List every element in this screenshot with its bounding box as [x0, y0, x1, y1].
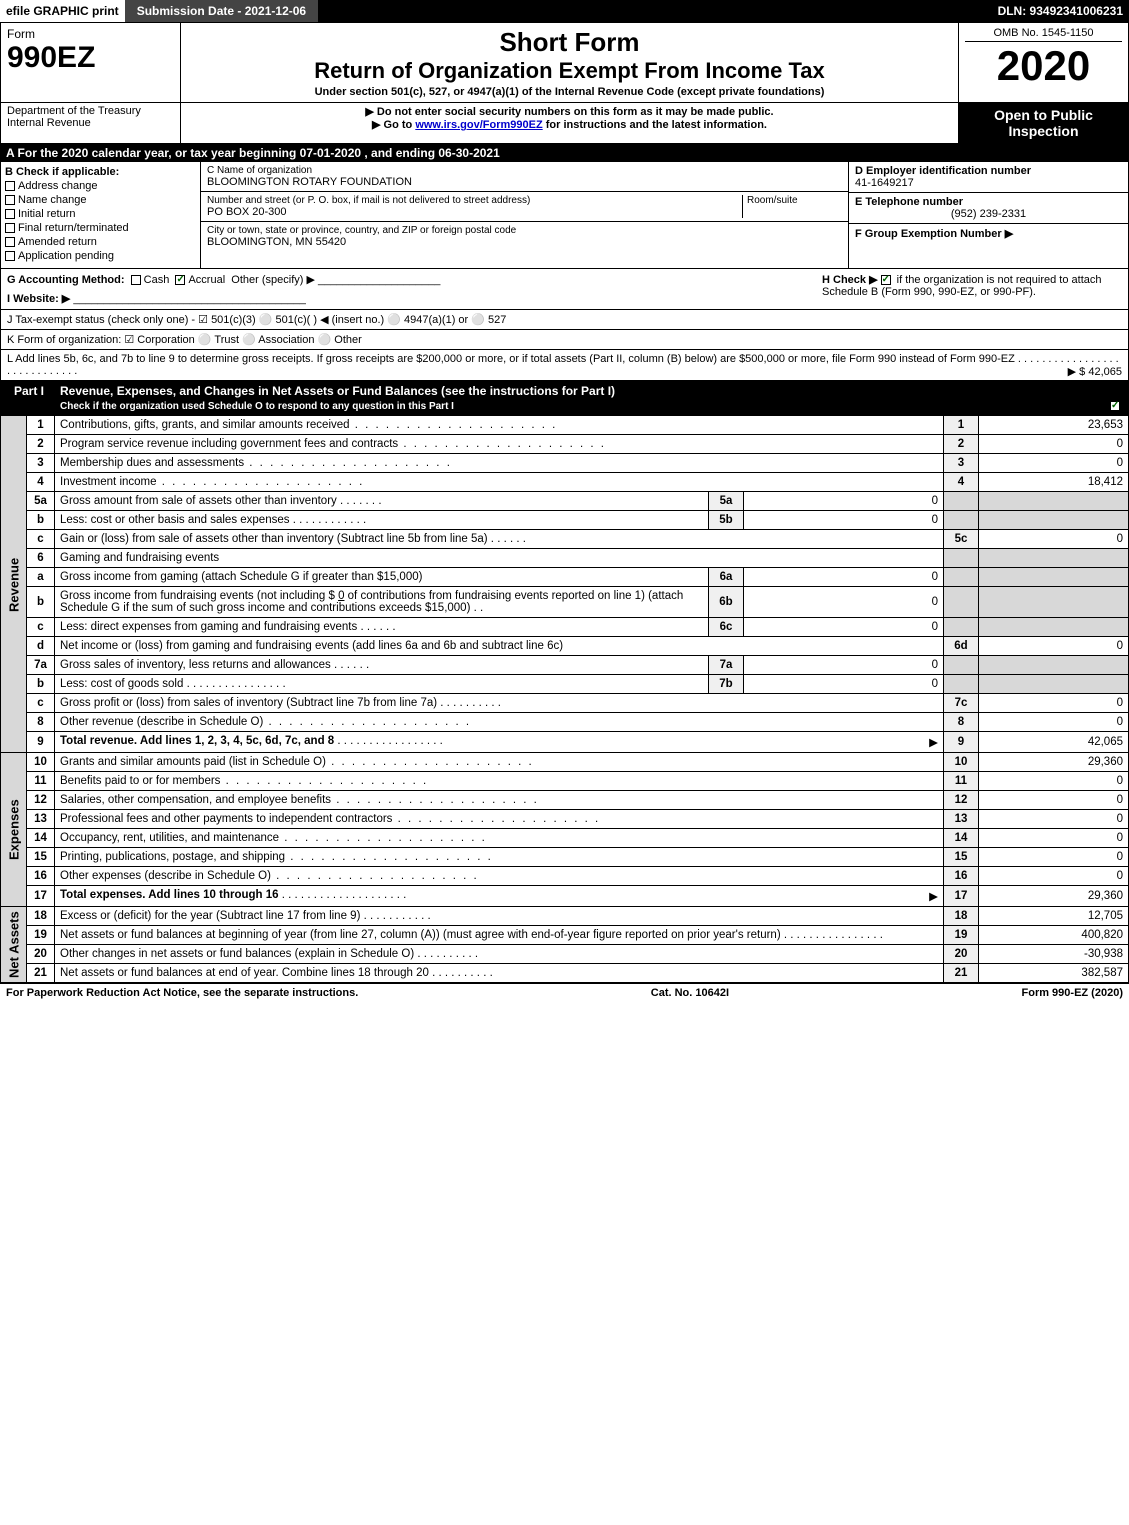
- val-8: 0: [979, 713, 1129, 732]
- section-gh: G Accounting Method: Cash Accrual Other …: [0, 269, 1129, 310]
- val-5c: 0: [979, 530, 1129, 549]
- revenue-side-label: Revenue: [1, 416, 27, 753]
- irs-label: Internal Revenue: [7, 117, 174, 129]
- d-ein-label: D Employer identification number: [855, 165, 1122, 177]
- form-header-2: Department of the Treasury Internal Reve…: [0, 103, 1129, 144]
- checkbox-amended-return[interactable]: [5, 237, 15, 247]
- val-11: 0: [979, 772, 1129, 791]
- checkbox-name-change[interactable]: [5, 195, 15, 205]
- b-title: B Check if applicable:: [5, 166, 196, 178]
- val-21: 382,587: [979, 964, 1129, 983]
- top-bar: efile GRAPHIC print Submission Date - 20…: [0, 0, 1129, 22]
- org-street: PO BOX 20-300: [207, 206, 742, 218]
- part1-table: Revenue 1 Contributions, gifts, grants, …: [0, 415, 1129, 983]
- footer-left: For Paperwork Reduction Act Notice, see …: [6, 987, 358, 999]
- omb-number: OMB No. 1545-1150: [965, 27, 1122, 42]
- f-group-label: F Group Exemption Number ▶: [855, 227, 1122, 240]
- efile-print-button[interactable]: efile GRAPHIC print: [0, 0, 125, 22]
- form-header: Form 990EZ Short Form Return of Organiza…: [0, 22, 1129, 103]
- no-ssn-notice: ▶ Do not enter social security numbers o…: [187, 105, 952, 118]
- dln-label: DLN: 93492341006231: [992, 0, 1129, 22]
- c-name-label: C Name of organization: [207, 165, 842, 176]
- under-section: Under section 501(c), 527, or 4947(a)(1)…: [187, 86, 952, 98]
- form-number: 990EZ: [7, 41, 174, 75]
- c-street-label: Number and street (or P. O. box, if mail…: [207, 195, 742, 206]
- checkbox-part1-scho[interactable]: [1110, 401, 1120, 411]
- val-5a: 0: [744, 492, 944, 511]
- checkbox-cash[interactable]: [131, 275, 141, 285]
- val-5b: 0: [744, 511, 944, 530]
- i-website-label: I Website: ▶: [7, 293, 70, 305]
- checkbox-initial-return[interactable]: [5, 209, 15, 219]
- open-public-badge: Open to Public Inspection: [958, 103, 1128, 143]
- room-suite-label: Room/suite: [747, 195, 842, 206]
- val-17: 29,360: [979, 886, 1129, 907]
- checkbox-accrual[interactable]: [175, 275, 185, 285]
- part1-title: Revenue, Expenses, and Changes in Net As…: [60, 384, 615, 398]
- val-9: 42,065: [979, 732, 1129, 753]
- val-16: 0: [979, 867, 1129, 886]
- return-title: Return of Organization Exempt From Incom…: [187, 58, 952, 84]
- val-6b: 0: [744, 587, 944, 618]
- part1-label: Part I: [6, 384, 52, 412]
- val-6d: 0: [979, 637, 1129, 656]
- val-20: -30,938: [979, 945, 1129, 964]
- e-phone-label: E Telephone number: [855, 196, 1122, 208]
- c-city-label: City or town, state or province, country…: [207, 225, 842, 236]
- val-7b: 0: [744, 675, 944, 694]
- numcol-1: 1: [944, 416, 979, 435]
- val-7c: 0: [979, 694, 1129, 713]
- checkbox-address-change[interactable]: [5, 181, 15, 191]
- h-label: H Check ▶: [822, 274, 881, 286]
- footer-mid: Cat. No. 10642I: [651, 987, 729, 999]
- part1-header: Part I Revenue, Expenses, and Changes in…: [0, 381, 1129, 415]
- a-tax-year-line: A For the 2020 calendar year, or tax yea…: [0, 144, 1129, 162]
- org-name: BLOOMINGTON ROTARY FOUNDATION: [207, 176, 842, 188]
- j-tax-exempt: J Tax-exempt status (check only one) - ☑…: [0, 310, 1129, 330]
- section-def: D Employer identification number 41-1649…: [848, 162, 1128, 268]
- form-word: Form: [7, 27, 174, 41]
- val-6a: 0: [744, 568, 944, 587]
- val-14: 0: [979, 829, 1129, 848]
- val-13: 0: [979, 810, 1129, 829]
- submission-date-button[interactable]: Submission Date - 2021-12-06: [125, 0, 318, 22]
- g-label: G Accounting Method:: [7, 274, 125, 286]
- val-19: 400,820: [979, 926, 1129, 945]
- val-3: 0: [979, 454, 1129, 473]
- val-7a: 0: [744, 656, 944, 675]
- checkbox-h[interactable]: [881, 275, 891, 285]
- org-city: BLOOMINGTON, MN 55420: [207, 236, 842, 248]
- part1-check-text: Check if the organization used Schedule …: [60, 401, 454, 412]
- short-form-title: Short Form: [187, 27, 952, 58]
- section-c: C Name of organization BLOOMINGTON ROTAR…: [201, 162, 848, 268]
- k-form-of-org: K Form of organization: ☑ Corporation ⚪ …: [0, 330, 1129, 350]
- val-2: 0: [979, 435, 1129, 454]
- checkbox-final-return[interactable]: [5, 223, 15, 233]
- val-15: 0: [979, 848, 1129, 867]
- val-1: 23,653: [979, 416, 1129, 435]
- page-footer: For Paperwork Reduction Act Notice, see …: [0, 983, 1129, 1002]
- ein-value: 41-1649217: [855, 177, 1122, 189]
- section-b: B Check if applicable: Address change Na…: [1, 162, 201, 268]
- val-4: 18,412: [979, 473, 1129, 492]
- tax-year: 2020: [965, 42, 1122, 90]
- department-label: Department of the Treasury: [7, 105, 174, 117]
- checkbox-application-pending[interactable]: [5, 251, 15, 261]
- goto-line: ▶ Go to www.irs.gov/Form990EZ for instru…: [187, 118, 952, 131]
- val-10: 29,360: [979, 753, 1129, 772]
- footer-right: Form 990-EZ (2020): [1022, 987, 1123, 999]
- phone-value: (952) 239-2331: [855, 208, 1122, 220]
- val-6c: 0: [744, 618, 944, 637]
- val-12: 0: [979, 791, 1129, 810]
- expenses-side-label: Expenses: [1, 753, 27, 907]
- netassets-side-label: Net Assets: [1, 907, 27, 983]
- ln-1: 1: [27, 416, 55, 435]
- val-18: 12,705: [979, 907, 1129, 926]
- l-gross-receipts: L Add lines 5b, 6c, and 7b to line 9 to …: [0, 350, 1129, 381]
- org-info-grid: B Check if applicable: Address change Na…: [0, 162, 1129, 269]
- irs-link[interactable]: www.irs.gov/Form990EZ: [415, 119, 542, 131]
